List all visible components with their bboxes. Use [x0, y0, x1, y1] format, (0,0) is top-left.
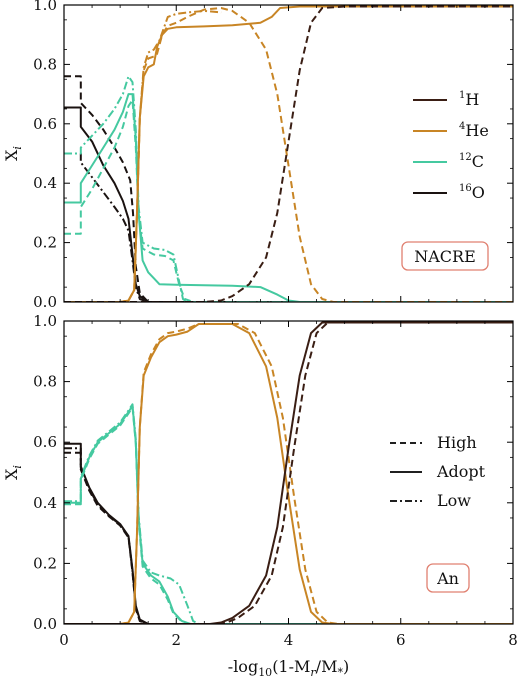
x-label-part: (1-M: [272, 657, 310, 676]
x-label-part: *: [337, 666, 343, 679]
series-line-c-dashdot: [64, 75, 513, 302]
y-axis-label: Xi: [2, 465, 24, 480]
badge-label: An: [436, 569, 459, 588]
legend-label-o: 16O: [459, 183, 485, 202]
series-line-c-dashdot: [64, 403, 513, 624]
series-line-o-dashdot: [64, 152, 513, 302]
y-tick-label: 0.8: [33, 55, 57, 73]
y-tick-label: 0.0: [33, 293, 57, 311]
y-tick-label: 0.6: [33, 433, 57, 451]
legend-label-low: Low: [437, 491, 471, 510]
y-tick-label: 0.2: [33, 234, 57, 252]
y-tick-label: 0.4: [33, 174, 57, 192]
legend-label-he: 4He: [459, 121, 489, 140]
series-line-o-dashdot: [64, 447, 513, 624]
series-line-he-solid: [64, 323, 513, 624]
y-tick-label: 0.6: [33, 115, 57, 133]
panel-bottom: 0.0 0.2 0.4 0.6 0.8 1.0 0 2 4 6 8 Xi -log10(1-Mr/M*)…: [2, 312, 518, 679]
badge-box: [426, 563, 470, 593]
series-line-c-solid: [64, 93, 513, 302]
series-group: [64, 5, 513, 302]
legend-element: H: [465, 90, 479, 109]
legend-element: O: [472, 183, 485, 202]
y-axis-label: Xi: [2, 146, 24, 161]
series-line-h-dashed: [64, 5, 513, 302]
series-line-o-solid: [64, 106, 513, 302]
y-tick-label: 0.8: [33, 373, 57, 391]
legend-sup: 4: [459, 121, 465, 132]
x-tick-label: 0: [59, 631, 69, 649]
legend-sup: 16: [459, 183, 472, 194]
x-label-part: r: [310, 666, 316, 679]
legend-label-c: 12C: [459, 152, 484, 171]
x-tick-label: 6: [396, 631, 406, 649]
y-axis-label-sub: i: [11, 465, 24, 469]
y-tick-label: 1.0: [33, 312, 57, 330]
x-tick-label: 8: [508, 631, 518, 649]
y-axis-label-sub: i: [11, 146, 24, 150]
y-axis-label-main: X: [2, 468, 21, 480]
legend-label-h: 1H: [459, 90, 479, 109]
x-axis-label: -log10(1-Mr/M*): [228, 657, 349, 679]
y-tick-label: 0.4: [33, 494, 57, 512]
panel-top: 0.0 0.2 0.4 0.6 0.8 1.0 Xi 1H 4He 12C 16O NACRE: [2, 0, 514, 311]
y-axis-label-main: X: [2, 149, 21, 161]
y-tick-label: 0.2: [33, 554, 57, 572]
x-label-part: /M: [316, 657, 338, 676]
legend-sup: 12: [459, 152, 472, 163]
x-tick-label: 4: [284, 631, 294, 649]
legend-label-high: High: [437, 433, 477, 452]
badge-label: NACRE: [414, 247, 476, 266]
legend-label-adopt: Adopt: [436, 462, 486, 481]
series-line-he-dashed: [64, 7, 513, 302]
legend-sup: 1: [459, 90, 465, 101]
series-line-he-dashdot: [64, 9, 222, 302]
legend-element: C: [472, 152, 484, 171]
x-label-part: -log: [228, 657, 258, 676]
x-label-part: 10: [258, 666, 272, 679]
x-tick-label: 2: [171, 631, 181, 649]
series-group: [64, 321, 513, 624]
y-tick-label: 0.0: [33, 615, 57, 633]
x-label-part: ): [343, 657, 349, 676]
badge-box: [401, 241, 489, 271]
y-tick-label: 1.0: [33, 0, 57, 14]
legend-element: He: [465, 121, 488, 140]
series-line-o-dashed: [64, 75, 513, 302]
series-line-h-dashed: [64, 321, 513, 624]
